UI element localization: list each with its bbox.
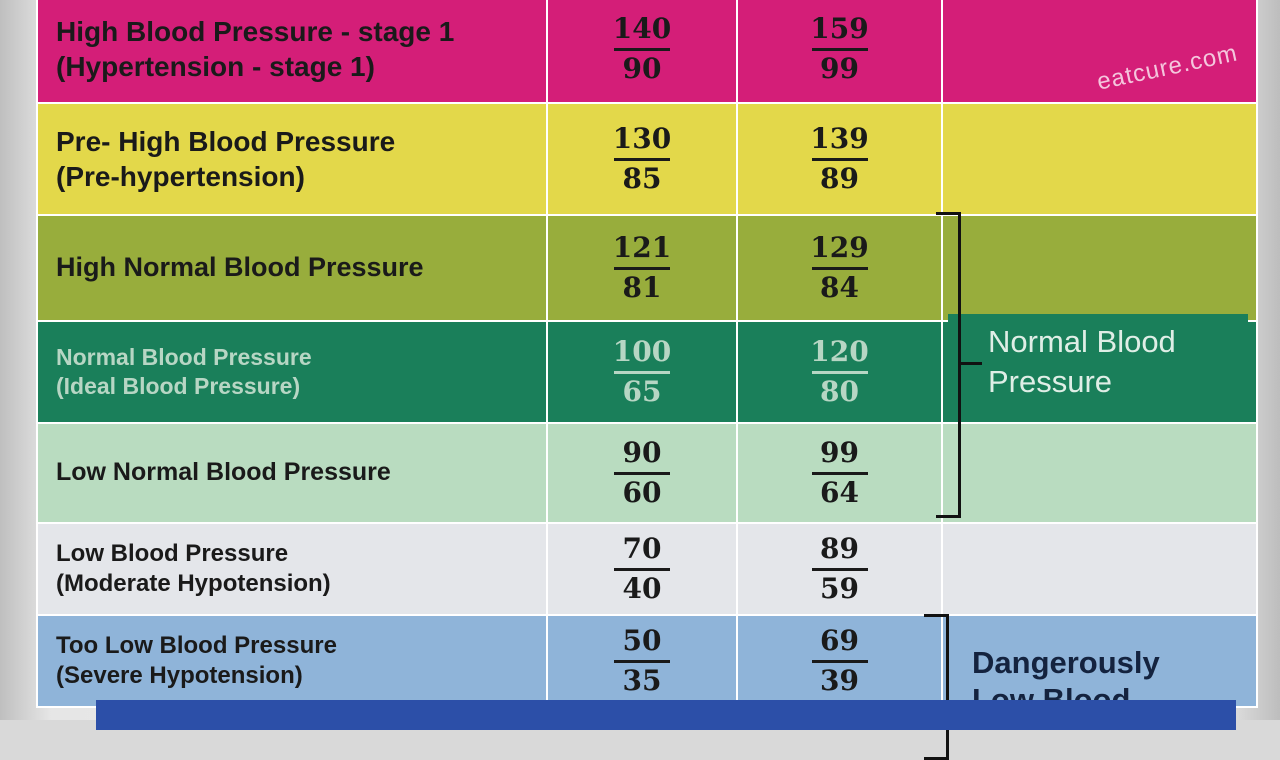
diastolic-value: 40 bbox=[622, 571, 662, 605]
fraction-bar bbox=[811, 567, 868, 571]
systolic-value: 50 bbox=[622, 624, 662, 658]
fraction-bar bbox=[811, 471, 868, 475]
side-cell bbox=[942, 103, 1257, 215]
category-cell: Low Blood Pressure (Moderate Hypotension) bbox=[37, 523, 547, 615]
min-value-cell: 70 40 bbox=[547, 523, 737, 615]
fraction-bar bbox=[614, 370, 670, 374]
category-sublabel: (Moderate Hypotension) bbox=[56, 570, 331, 597]
category-label: Normal Blood Pressure bbox=[56, 344, 312, 371]
diastolic-value: 81 bbox=[622, 270, 662, 304]
diastolic-value: 80 bbox=[820, 374, 859, 408]
diastolic-value: 84 bbox=[820, 270, 859, 304]
category-label: High Normal Blood Pressure bbox=[56, 252, 424, 283]
fraction-bar bbox=[614, 266, 670, 270]
max-value-cell: 139 89 bbox=[737, 103, 942, 215]
systolic-value: 139 bbox=[810, 122, 869, 156]
systolic-value: 140 bbox=[612, 12, 672, 46]
category-label: High Blood Pressure - stage 1 bbox=[56, 16, 455, 47]
fraction-bar bbox=[811, 157, 868, 161]
normal-side-text: Normal Blood Pressure bbox=[988, 324, 1176, 400]
normal-side-label: Normal Blood Pressure bbox=[948, 314, 1248, 414]
diastolic-value: 35 bbox=[622, 663, 662, 697]
systolic-value: 90 bbox=[622, 436, 662, 470]
max-value-cell: 69 39 bbox=[737, 615, 942, 707]
category-label: Too Low Blood Pressure bbox=[56, 632, 337, 659]
side-cell bbox=[942, 423, 1257, 523]
min-value-cell: 130 85 bbox=[547, 103, 737, 215]
systolic-value: 121 bbox=[612, 231, 672, 265]
systolic-value: 70 bbox=[622, 532, 662, 566]
normal-brace-tick bbox=[958, 362, 982, 365]
min-value-cell: 100 65 bbox=[547, 321, 737, 423]
max-value-cell: 99 64 bbox=[737, 423, 942, 523]
diastolic-value: 90 bbox=[622, 51, 662, 85]
systolic-value: 69 bbox=[820, 624, 859, 658]
max-value-cell: 120 80 bbox=[737, 321, 942, 423]
bottom-strip bbox=[96, 700, 1236, 730]
category-label: Low Normal Blood Pressure bbox=[56, 458, 391, 487]
max-value-cell: 89 59 bbox=[737, 523, 942, 615]
category-label: Pre- High Blood Pressure bbox=[56, 126, 396, 157]
category-cell: Low Normal Blood Pressure bbox=[37, 423, 547, 523]
diastolic-value: 99 bbox=[820, 51, 859, 85]
systolic-value: 100 bbox=[612, 335, 672, 369]
systolic-value: 120 bbox=[810, 335, 869, 369]
category-label: Low Blood Pressure bbox=[56, 540, 289, 567]
systolic-value: 99 bbox=[820, 436, 859, 470]
max-value-cell: 129 84 bbox=[737, 215, 942, 321]
category-sublabel: (Hypertension - stage 1) bbox=[56, 51, 375, 82]
category-sublabel: (Ideal Blood Pressure) bbox=[56, 373, 301, 399]
table-row: High Blood Pressure - stage 1 (Hypertensi… bbox=[37, 0, 1257, 103]
table-row: Low Normal Blood Pressure 90 60 99 64 bbox=[37, 423, 1257, 523]
fraction-bar bbox=[614, 471, 670, 475]
category-cell: Too Low Blood Pressure (Severe Hypotensio… bbox=[37, 615, 547, 707]
normal-brace bbox=[936, 212, 961, 518]
fraction-bar bbox=[811, 47, 868, 51]
systolic-value: 130 bbox=[612, 122, 672, 156]
side-cell bbox=[942, 215, 1257, 321]
diastolic-value: 89 bbox=[820, 161, 859, 195]
min-value-cell: 90 60 bbox=[547, 423, 737, 523]
category-cell: Normal Blood Pressure (Ideal Blood Pressu… bbox=[37, 321, 547, 423]
min-value-cell: 50 35 bbox=[547, 615, 737, 707]
fraction-bar bbox=[614, 47, 670, 51]
table-row: Low Blood Pressure (Moderate Hypotension)… bbox=[37, 523, 1257, 615]
systolic-value: 89 bbox=[820, 532, 859, 566]
min-value-cell: 140 90 bbox=[547, 0, 737, 103]
diastolic-value: 64 bbox=[820, 475, 859, 509]
danger-brace bbox=[924, 614, 949, 760]
diastolic-value: 60 bbox=[622, 475, 662, 509]
category-cell: High Normal Blood Pressure bbox=[37, 215, 547, 321]
category-cell: Pre- High Blood Pressure (Pre-hypertensio… bbox=[37, 103, 547, 215]
table-row: Pre- High Blood Pressure (Pre-hypertensio… bbox=[37, 103, 1257, 215]
diastolic-value: 85 bbox=[622, 161, 662, 195]
fraction-bar bbox=[811, 370, 868, 374]
systolic-value: 159 bbox=[810, 12, 869, 46]
diastolic-value: 65 bbox=[622, 374, 662, 408]
category-cell: High Blood Pressure - stage 1 (Hypertensi… bbox=[37, 0, 547, 103]
category-sublabel: (Severe Hypotension) bbox=[56, 662, 303, 689]
diastolic-value: 59 bbox=[820, 571, 859, 605]
side-cell bbox=[942, 523, 1257, 615]
fraction-bar bbox=[614, 659, 670, 663]
category-sublabel: (Pre-hypertension) bbox=[56, 161, 305, 192]
fraction-bar bbox=[811, 659, 868, 663]
diastolic-value: 39 bbox=[820, 663, 859, 697]
blood-pressure-chart: High Blood Pressure - stage 1 (Hypertensi… bbox=[36, 0, 1268, 760]
fraction-bar bbox=[614, 157, 670, 161]
fraction-bar bbox=[811, 266, 868, 270]
systolic-value: 129 bbox=[810, 231, 869, 265]
fraction-bar bbox=[614, 567, 670, 571]
table-row: High Normal Blood Pressure 121 81 129 84 bbox=[37, 215, 1257, 321]
max-value-cell: 159 99 bbox=[737, 0, 942, 103]
min-value-cell: 121 81 bbox=[547, 215, 737, 321]
